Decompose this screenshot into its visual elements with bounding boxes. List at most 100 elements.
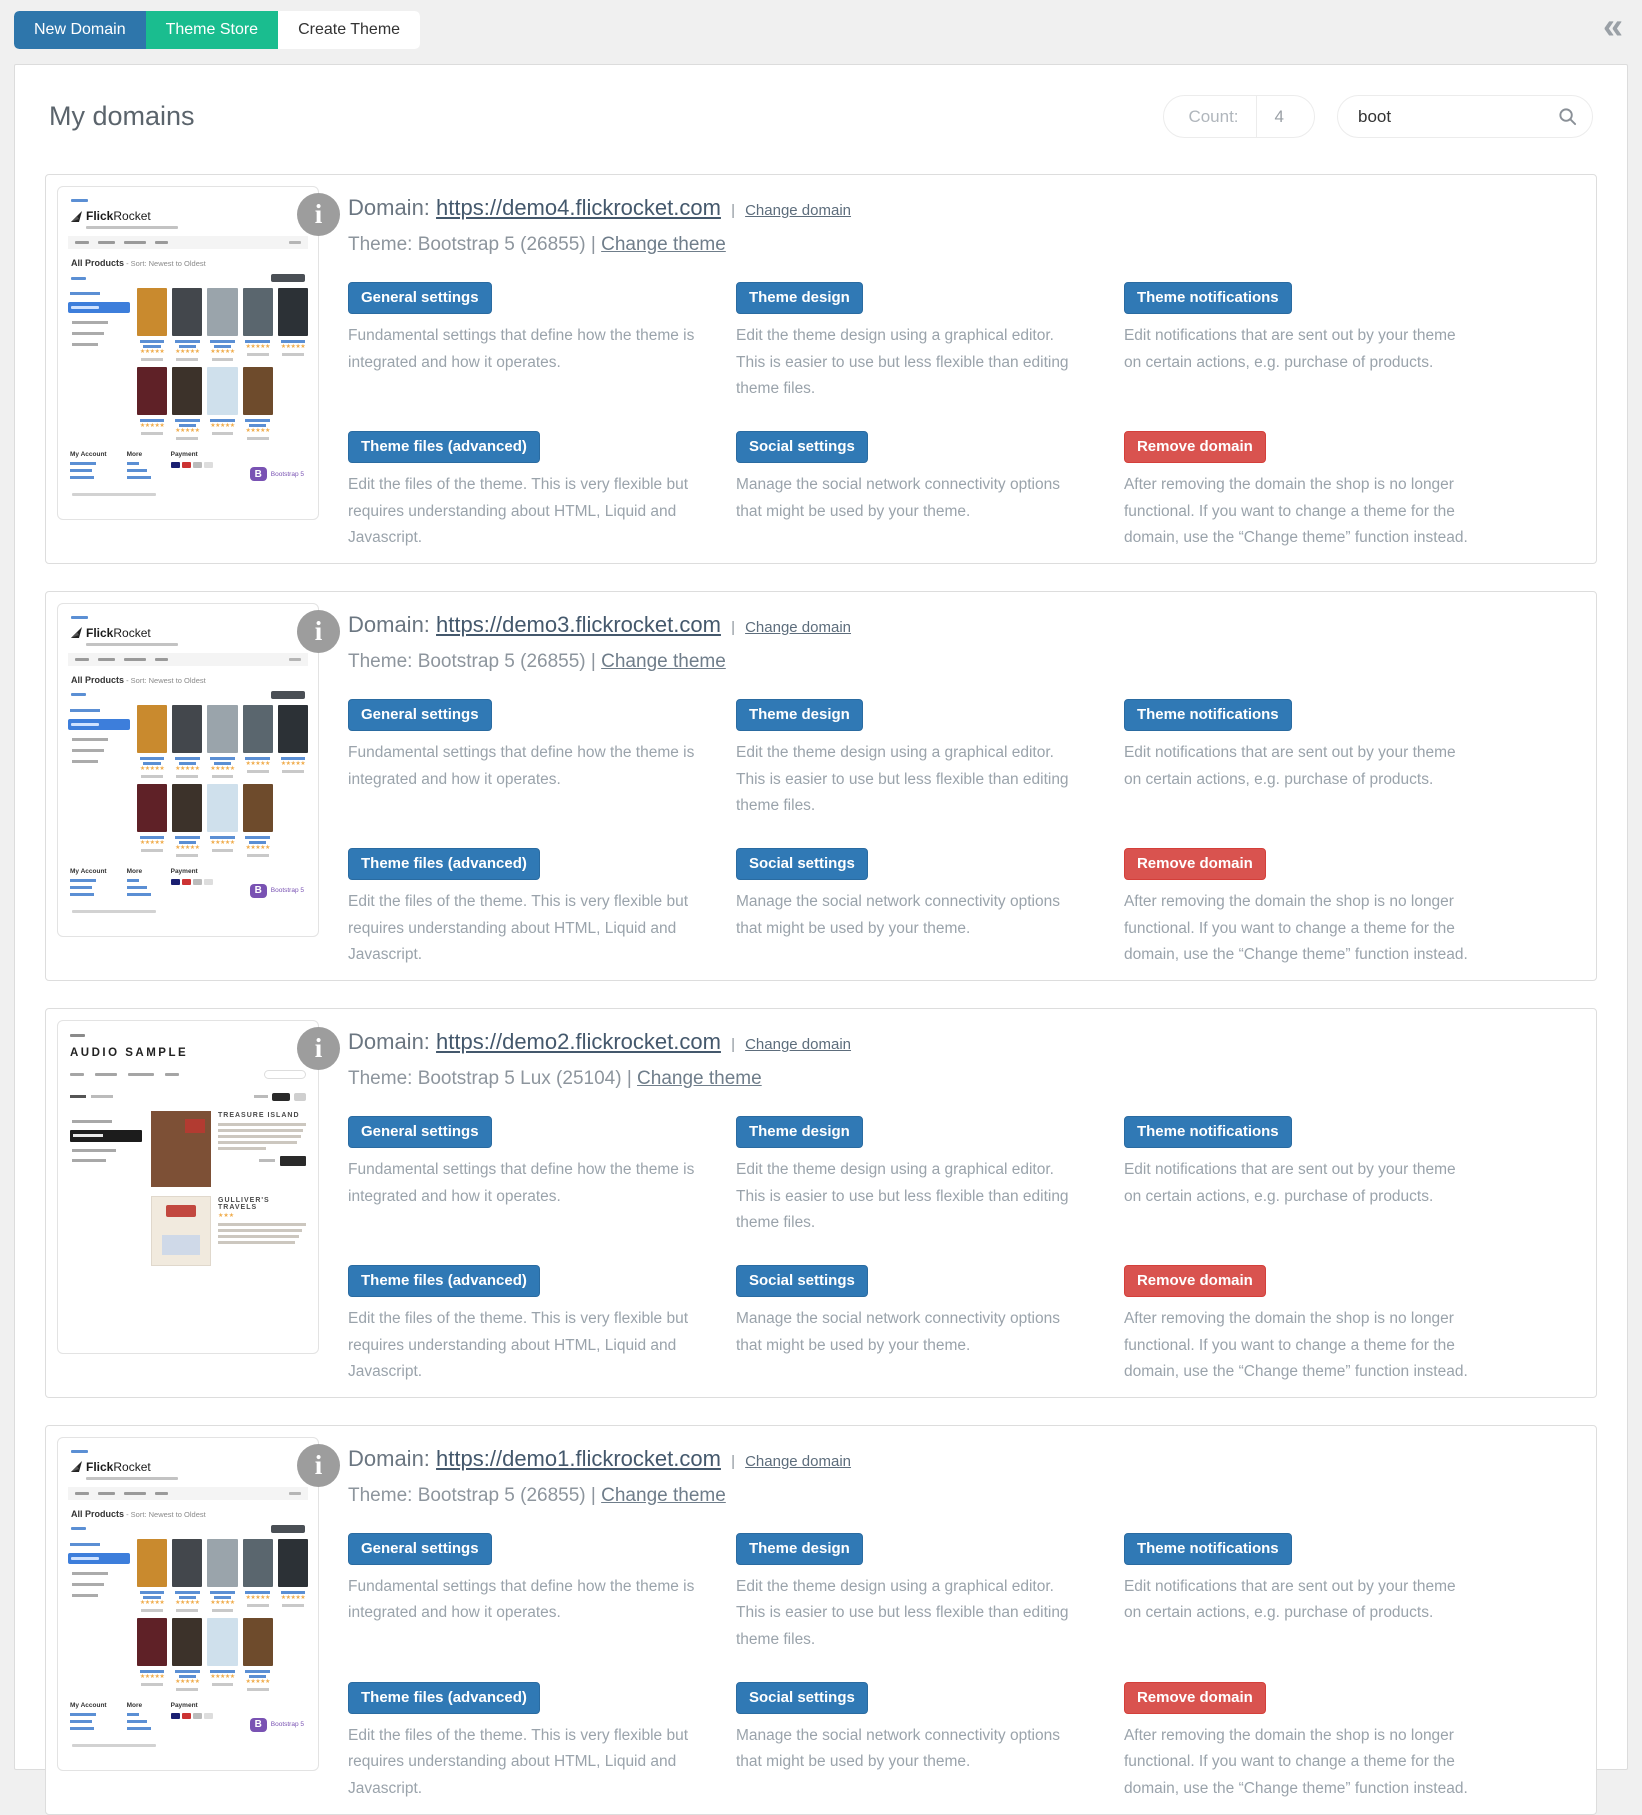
preview-product-2: GULLIVER'S TRAVELS ★★★ [151, 1195, 306, 1266]
collapse-panel-icon[interactable]: « [1602, 5, 1623, 46]
bootstrap-badge: B Bootstrap 5 [249, 451, 306, 481]
change-domain-link[interactable]: Change domain [745, 1452, 852, 1470]
create-theme-button[interactable]: Create Theme [278, 11, 421, 49]
general-settings-button[interactable]: General settings [348, 698, 492, 731]
theme-notifications-button[interactable]: Theme notifications [1123, 1532, 1292, 1565]
change-domain-link[interactable]: Change domain [745, 202, 852, 219]
action-theme-files: Theme files (advanced) Edit the files of… [348, 847, 700, 969]
bootstrap-badge: B Bootstrap 5 [249, 868, 306, 898]
count-value: 4 [1255, 96, 1314, 137]
action-remove-domain: Remove domain After removing the domain … [1123, 1681, 1483, 1803]
remove-domain-button[interactable]: Remove domain [1123, 1681, 1266, 1714]
action-theme-notifications: Theme notifications Edit notifications t… [1123, 1115, 1483, 1237]
new-domain-button[interactable]: New Domain [14, 11, 146, 49]
theme-label: Theme: Bootstrap 5 (26855) [348, 650, 586, 672]
separator: | [626, 1067, 632, 1089]
social-settings-button[interactable]: Social settings [735, 1681, 868, 1714]
social-settings-button[interactable]: Social settings [735, 847, 868, 880]
theme-files-button[interactable]: Theme files (advanced) [348, 1264, 540, 1297]
search-icon[interactable] [1558, 107, 1577, 131]
action-general-settings: General settings Fundamental settings th… [348, 1115, 700, 1237]
action-description: Manage the social network connectivity o… [735, 892, 1060, 937]
action-description: After removing the domain the shop is no… [1123, 892, 1468, 964]
action-description: Edit the theme design using a graphical … [735, 1160, 1069, 1232]
preview-nav [68, 652, 308, 666]
social-settings-button[interactable]: Social settings [735, 1264, 868, 1297]
preview-product-1: TREASURE ISLAND [151, 1110, 306, 1187]
theme-label: Theme: Bootstrap 5 (26855) [348, 1484, 586, 1506]
info-icon[interactable]: i [297, 609, 340, 653]
action-description: After removing the domain the shop is no… [1123, 475, 1468, 547]
panel-header: My domains Count: 4 [45, 93, 1597, 138]
actions-grid: General settings Fundamental settings th… [348, 1115, 1483, 1386]
theme-preview-wrap: FlickRocket All Products - Sort: Newest … [57, 602, 340, 969]
theme-design-button[interactable]: Theme design [735, 1115, 863, 1148]
flickrocket-logo: FlickRocket [70, 626, 308, 640]
flickrocket-logo: FlickRocket [70, 209, 308, 223]
domain-link[interactable]: https://demo1.flickrocket.com [436, 1445, 721, 1471]
theme-line: Theme: Bootstrap 5 Lux (25104) | Change … [348, 1068, 1579, 1090]
change-theme-link[interactable]: Change theme [601, 234, 726, 255]
card-content: Domain: https://demo3.flickrocket.com | … [319, 603, 1585, 969]
preview-poster-grid: ★★★★★ ★★★★★ ★★★★★ ★★★★★ ★★★★★ ★★★★★ ★★★★… [137, 704, 308, 857]
shop-preview-grid: FlickRocket All Products - Sort: Newest … [57, 1436, 319, 1771]
domain-link[interactable]: https://demo3.flickrocket.com [436, 611, 721, 637]
change-theme-link[interactable]: Change theme [601, 650, 726, 672]
remove-domain-button[interactable]: Remove domain [1123, 1264, 1266, 1297]
action-description: Edit the files of the theme. This is ver… [348, 475, 689, 547]
theme-preview-wrap: FlickRocket All Products - Sort: Newest … [57, 186, 340, 552]
action-description: Manage the social network connectivity o… [735, 475, 1060, 520]
toolbar-button-group: New Domain Theme Store Create Theme [14, 11, 421, 49]
info-icon[interactable]: i [297, 193, 340, 236]
theme-files-button[interactable]: Theme files (advanced) [348, 430, 540, 463]
general-settings-button[interactable]: General settings [348, 1532, 492, 1565]
search-input[interactable] [1358, 106, 1548, 127]
change-theme-link[interactable]: Change theme [637, 1067, 762, 1089]
theme-store-button[interactable]: Theme Store [145, 11, 279, 49]
theme-design-button[interactable]: Theme design [735, 698, 863, 731]
action-general-settings: General settings Fundamental settings th… [348, 1532, 700, 1654]
theme-files-button[interactable]: Theme files (advanced) [348, 847, 540, 880]
change-theme-link[interactable]: Change theme [601, 1484, 726, 1506]
action-description: Edit notifications that are sent out by … [1123, 1160, 1456, 1205]
change-domain-link[interactable]: Change domain [745, 1035, 852, 1053]
page-title: My domains [49, 101, 195, 131]
remove-domain-button[interactable]: Remove domain [1123, 847, 1266, 880]
my-domains-panel: My domains Count: 4 [14, 64, 1628, 1815]
domain-link[interactable]: https://demo2.flickrocket.com [436, 1028, 721, 1054]
theme-notifications-button[interactable]: Theme notifications [1123, 698, 1292, 731]
action-description: Edit the files of the theme. This is ver… [348, 1726, 689, 1798]
action-theme-files: Theme files (advanced) Edit the files of… [348, 1264, 700, 1386]
social-settings-button[interactable]: Social settings [735, 430, 868, 463]
preview-sidebar [68, 1539, 130, 1691]
change-domain-link[interactable]: Change domain [745, 618, 852, 636]
theme-notifications-button[interactable]: Theme notifications [1123, 282, 1292, 314]
domain-prefix-label: Domain: [348, 1445, 430, 1471]
theme-preview-wrap: FlickRocket All Products - Sort: Newest … [57, 1019, 340, 1386]
shop-preview-grid: FlickRocket All Products - Sort: Newest … [57, 186, 319, 520]
theme-files-button[interactable]: Theme files (advanced) [348, 1681, 540, 1714]
separator: | [731, 618, 735, 636]
separator: | [731, 1452, 735, 1470]
info-icon[interactable]: i [297, 1026, 340, 1070]
general-settings-button[interactable]: General settings [348, 1115, 492, 1148]
separator: | [590, 1484, 596, 1506]
action-theme-design: Theme design Edit the theme design using… [735, 698, 1088, 820]
action-remove-domain: Remove domain After removing the domain … [1123, 430, 1483, 552]
action-description: After removing the domain the shop is no… [1123, 1726, 1468, 1798]
separator: | [590, 234, 596, 255]
info-icon[interactable]: i [297, 1443, 340, 1487]
theme-notifications-button[interactable]: Theme notifications [1123, 1115, 1292, 1148]
action-theme-files: Theme files (advanced) Edit the files of… [348, 1681, 700, 1803]
theme-design-button[interactable]: Theme design [735, 282, 863, 314]
search-box [1337, 95, 1593, 138]
remove-domain-button[interactable]: Remove domain [1123, 430, 1266, 463]
action-description: Fundamental settings that define how the… [348, 1577, 695, 1622]
theme-design-button[interactable]: Theme design [735, 1532, 863, 1565]
domain-card: FlickRocket All Products - Sort: Newest … [45, 174, 1597, 564]
domain-prefix-label: Domain: [348, 195, 430, 220]
card-content: Domain: https://demo4.flickrocket.com | … [319, 186, 1585, 552]
domain-link[interactable]: https://demo4.flickrocket.com [436, 195, 721, 220]
domain-line: Domain: https://demo1.flickrocket.com | … [348, 1446, 1579, 1472]
general-settings-button[interactable]: General settings [348, 282, 492, 314]
